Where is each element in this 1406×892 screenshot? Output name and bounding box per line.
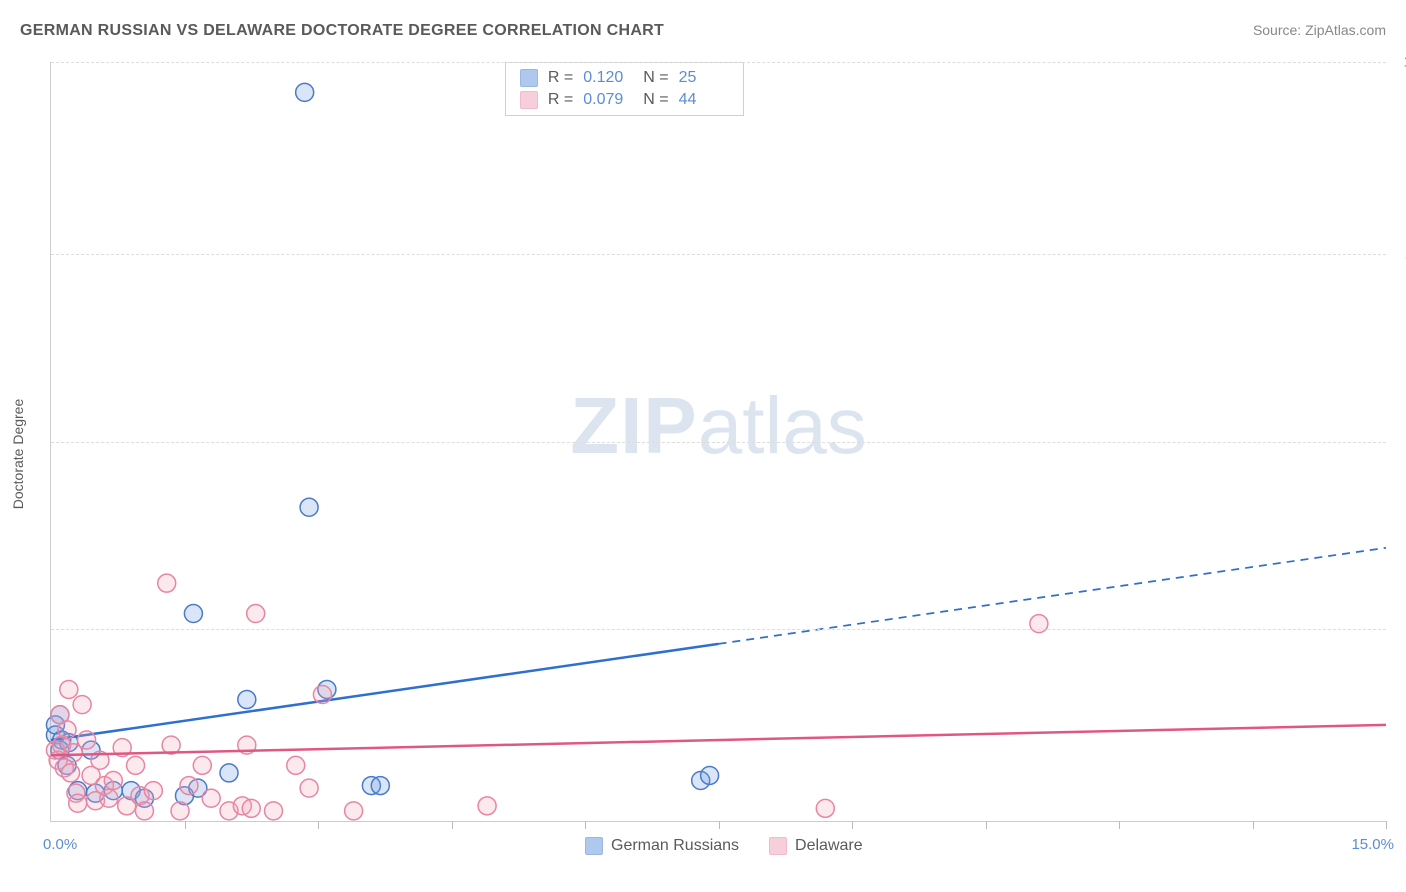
- scatter-point-delaware: [816, 799, 834, 817]
- scatter-point-german_russians: [184, 605, 202, 623]
- scatter-point-delaware: [78, 731, 96, 749]
- scatter-point-delaware: [287, 756, 305, 774]
- swatch-series-1: [520, 91, 538, 109]
- x-tick: [1386, 821, 1387, 829]
- x-tick: [1119, 821, 1120, 829]
- scatter-point-delaware: [247, 605, 265, 623]
- scatter-point-delaware: [300, 779, 318, 797]
- scatter-point-delaware: [100, 789, 118, 807]
- stat-r-label: R =: [548, 91, 573, 109]
- x-tick: [452, 821, 453, 829]
- series-legend: German Russians Delaware: [585, 837, 863, 855]
- scatter-point-german_russians: [701, 766, 719, 784]
- scatter-point-delaware: [478, 797, 496, 815]
- scatter-point-german_russians: [238, 691, 256, 709]
- scatter-point-delaware: [171, 802, 189, 820]
- x-tick: [1253, 821, 1254, 829]
- legend-swatch-1: [769, 837, 787, 855]
- scatter-point-german_russians: [296, 83, 314, 101]
- scatter-point-delaware: [242, 799, 260, 817]
- grid-line: [51, 62, 1386, 63]
- scatter-point-delaware: [104, 772, 122, 790]
- scatter-point-delaware: [73, 696, 91, 714]
- x-axis-max-label: 15.0%: [1351, 836, 1394, 853]
- stat-r-value-1: 0.079: [583, 91, 633, 109]
- stat-n-label: N =: [643, 69, 668, 87]
- stats-row-series-0: R = 0.120 N = 25: [506, 67, 743, 89]
- x-tick: [318, 821, 319, 829]
- scatter-point-delaware: [62, 764, 80, 782]
- stat-r-label: R =: [548, 69, 573, 87]
- scatter-point-delaware: [345, 802, 363, 820]
- legend-swatch-0: [585, 837, 603, 855]
- x-tick: [185, 821, 186, 829]
- scatter-point-delaware: [69, 794, 87, 812]
- scatter-point-delaware: [60, 680, 78, 698]
- stat-n-value-1: 44: [679, 91, 729, 109]
- scatter-point-delaware: [313, 686, 331, 704]
- scatter-point-delaware: [158, 574, 176, 592]
- legend-item-1: Delaware: [769, 837, 863, 855]
- scatter-point-delaware: [202, 789, 220, 807]
- scatter-point-delaware: [1030, 615, 1048, 633]
- scatter-point-german_russians: [371, 777, 389, 795]
- legend-label-1: Delaware: [795, 837, 863, 855]
- scatter-point-delaware: [265, 802, 283, 820]
- swatch-series-0: [520, 69, 538, 87]
- scatter-point-german_russians: [300, 498, 318, 516]
- legend-item-0: German Russians: [585, 837, 739, 855]
- scatter-point-german_russians: [220, 764, 238, 782]
- source-attribution: Source: ZipAtlas.com: [1253, 22, 1386, 38]
- stats-legend: R = 0.120 N = 25 R = 0.079 N = 44: [505, 62, 744, 116]
- stat-n-value-0: 25: [679, 69, 729, 87]
- y-axis-title: Doctorate Degree: [10, 399, 26, 510]
- scatter-point-delaware: [144, 782, 162, 800]
- scatter-point-delaware: [58, 721, 76, 739]
- x-tick: [986, 821, 987, 829]
- scatter-point-delaware: [127, 756, 145, 774]
- grid-line: [51, 254, 1386, 255]
- x-tick: [585, 821, 586, 829]
- x-axis-min-label: 0.0%: [43, 836, 77, 853]
- scatter-point-delaware: [135, 802, 153, 820]
- stats-row-series-1: R = 0.079 N = 44: [506, 89, 743, 111]
- scatter-point-delaware: [193, 756, 211, 774]
- x-tick: [719, 821, 720, 829]
- chart-plot-area: ZIPatlas R = 0.120 N = 25 R = 0.079 N = …: [50, 62, 1386, 822]
- trend-line-german_russians: [51, 644, 719, 740]
- chart-title: GERMAN RUSSIAN VS DELAWARE DOCTORATE DEG…: [20, 22, 664, 40]
- legend-label-0: German Russians: [611, 837, 739, 855]
- stat-n-label: N =: [643, 91, 668, 109]
- scatter-point-delaware: [180, 777, 198, 795]
- x-tick: [852, 821, 853, 829]
- grid-line: [51, 629, 1386, 630]
- grid-line: [51, 442, 1386, 443]
- stat-r-value-0: 0.120: [583, 69, 633, 87]
